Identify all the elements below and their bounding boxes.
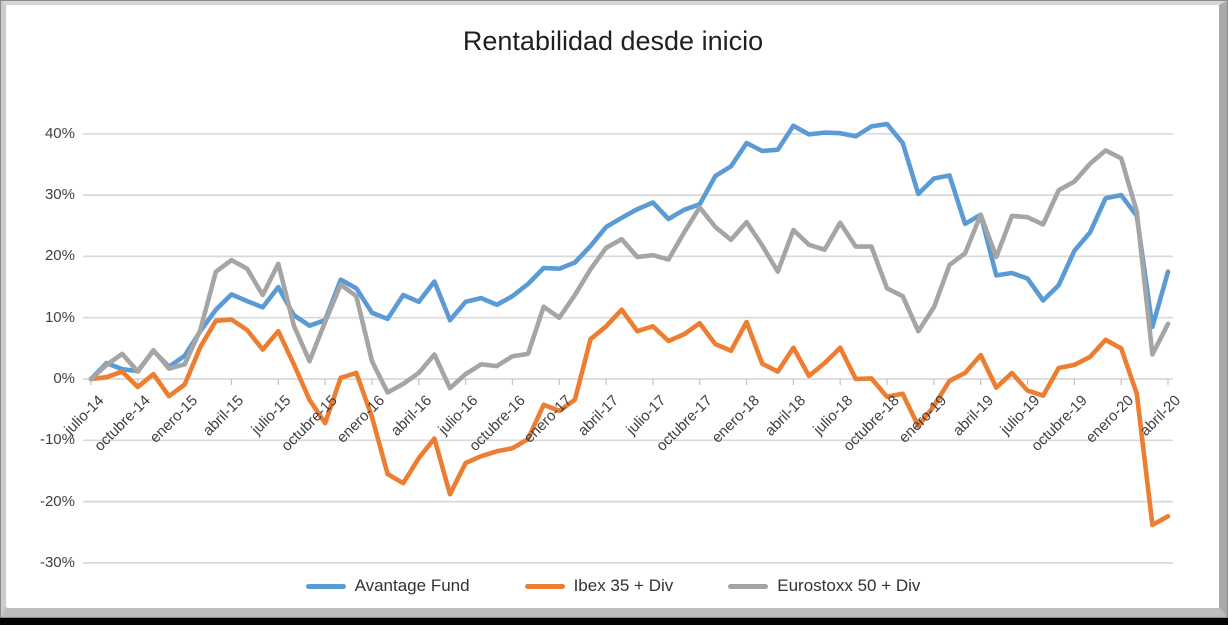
chart-legend: Avantage Fund Ibex 35 + Div Eurostoxx 50…	[7, 576, 1219, 596]
y-axis-label: 0%	[53, 370, 75, 387]
legend-line-marker	[524, 583, 565, 589]
line-chart	[83, 121, 1173, 564]
y-axis-label: -30%	[39, 553, 75, 571]
legend-line-marker	[728, 583, 769, 589]
y-axis-label: -20%	[39, 492, 75, 510]
bottom-black-bar	[0, 618, 1228, 625]
legend-item-avantage-fund: Avantage Fund	[305, 576, 470, 596]
chart-title: Rentabilidad desde inicio	[462, 26, 764, 56]
y-axis-label: 10%	[44, 308, 75, 326]
series-line-eurostoxx-50-div	[88, 148, 1171, 395]
gridlines	[83, 132, 1173, 564]
legend-item-eurostoxx-50-div: Eurostoxx 50 + Div	[728, 576, 920, 596]
y-axis-label: 20%	[44, 247, 75, 265]
legend-label: Ibex 35 + Div	[573, 576, 674, 595]
legend-label: Eurostoxx 50 + Div	[777, 576, 921, 595]
series-lines	[88, 121, 1171, 528]
y-axis-label: 30%	[44, 186, 75, 204]
legend-item-ibex-35-div: Ibex 35 + Div	[524, 576, 674, 596]
series-line-ibex-35-div	[88, 307, 1171, 528]
legend-label: Avantage Fund	[354, 576, 470, 595]
y-axis-label: 40%	[44, 124, 75, 142]
chart-area: Rentabilidad desde inicio 40% 30% 20% 10% 0%…	[7, 6, 1219, 608]
legend-line-marker	[305, 583, 346, 589]
series-line-avantage-fund	[88, 121, 1171, 382]
y-axis-label: -10%	[39, 431, 75, 449]
